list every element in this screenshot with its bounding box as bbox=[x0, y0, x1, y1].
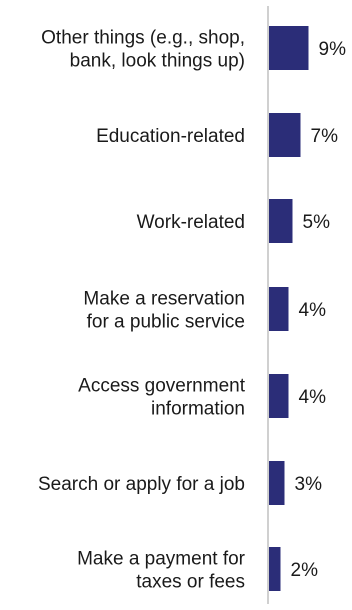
value-label-2: 7% bbox=[311, 126, 339, 147]
value-label-1: 9% bbox=[319, 39, 347, 60]
category-labels-group: Other things (e.g., shop,bank, look thin… bbox=[38, 28, 246, 593]
category-label-1-line-1: Other things (e.g., shop, bbox=[41, 28, 245, 49]
category-label-3-line-1: Work-related bbox=[137, 212, 245, 233]
bar-3 bbox=[269, 199, 293, 243]
category-label-1-line-2: bank, look things up) bbox=[70, 51, 245, 72]
category-label-5-line-2: information bbox=[151, 399, 245, 420]
bar-6 bbox=[269, 461, 285, 505]
bar-1 bbox=[269, 26, 309, 70]
bars-group bbox=[269, 26, 309, 591]
value-label-7: 2% bbox=[291, 560, 319, 581]
bar-7 bbox=[269, 547, 281, 591]
category-label-4-line-2: for a public service bbox=[87, 312, 245, 333]
bar-4 bbox=[269, 287, 289, 331]
category-label-4-line-1: Make a reservation bbox=[83, 289, 245, 310]
category-label-2-line-1: Education-related bbox=[96, 126, 245, 147]
bar-5 bbox=[269, 374, 289, 418]
value-label-3: 5% bbox=[303, 212, 331, 233]
category-label-6-line-1: Search or apply for a job bbox=[38, 474, 245, 495]
value-label-5: 4% bbox=[299, 387, 327, 408]
value-label-4: 4% bbox=[299, 300, 327, 321]
bar-2 bbox=[269, 113, 301, 157]
category-label-5-line-1: Access government bbox=[78, 376, 246, 397]
category-label-7-line-2: taxes or fees bbox=[136, 572, 245, 593]
value-labels-group: 9% 7% 5% 4% 4% 3% 2% bbox=[291, 39, 347, 581]
category-label-7-line-1: Make a payment for bbox=[77, 549, 246, 570]
value-label-6: 3% bbox=[295, 474, 323, 495]
